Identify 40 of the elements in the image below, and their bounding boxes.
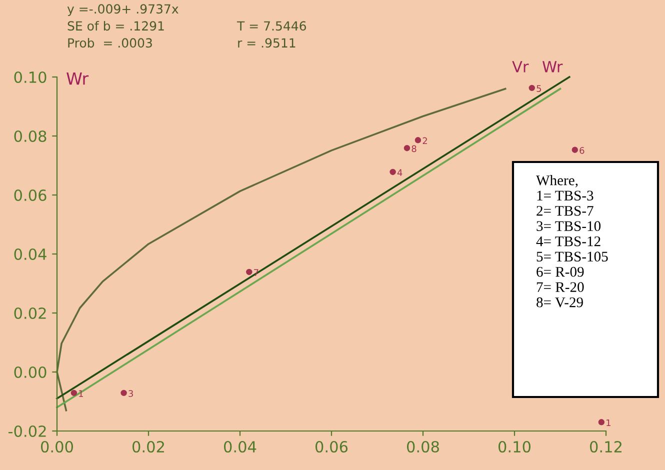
annotation: 5 [536,85,542,92]
y-tick-label: 0.06 [14,189,46,202]
point [572,146,578,153]
annotation: 8 [412,145,416,152]
y-tick-label: 0.00 [14,366,46,378]
x-tick-label: 0.08 [407,440,439,453]
text: T = 7.5446 [236,21,306,31]
annotation: 4 [397,169,402,176]
point [528,84,535,92]
x-tick-label: 0.10 [498,440,530,453]
point [70,390,78,396]
x-tick-label: 0.00 [41,440,73,453]
annotation: 2 [422,137,427,144]
x-tick-label: 0.02 [132,440,164,453]
y-axis-title: Wr [66,72,89,85]
text: Where, 1= TBS-3 2= TBS-7 3= TBS-10 4= TBS-12 5= TBS-105 6= R-09 7= R-20 8= V-29 [536,175,608,308]
text: SE of b = .1291 [68,20,164,31]
y-tick-label: 0.08 [14,130,46,142]
annotation: 6 [580,147,584,154]
point [246,268,252,276]
point [414,137,422,144]
x-tick-label: 0.12 [590,440,622,453]
text: r = .9511 [238,38,296,48]
point [598,419,605,426]
text: Wr [542,61,563,72]
text: Vr [512,61,529,72]
y-tick-label: 0.02 [14,307,46,320]
x-tick-label: 0.06 [316,440,348,453]
point [120,390,127,396]
point [390,168,396,176]
y-tick-label: 0.04 [14,248,46,260]
y-tick-label: -0.02 [8,425,46,438]
annotation: 7 [254,269,258,276]
annotation: 1 [606,419,610,426]
annotation: 3 [128,390,133,397]
y-tick-label: 0.10 [14,71,46,84]
point [404,144,410,152]
x-tick-label: 0.04 [224,440,256,453]
text: Prob = .0003 [68,38,152,48]
text: y =-.009+ .9737x [67,4,178,16]
